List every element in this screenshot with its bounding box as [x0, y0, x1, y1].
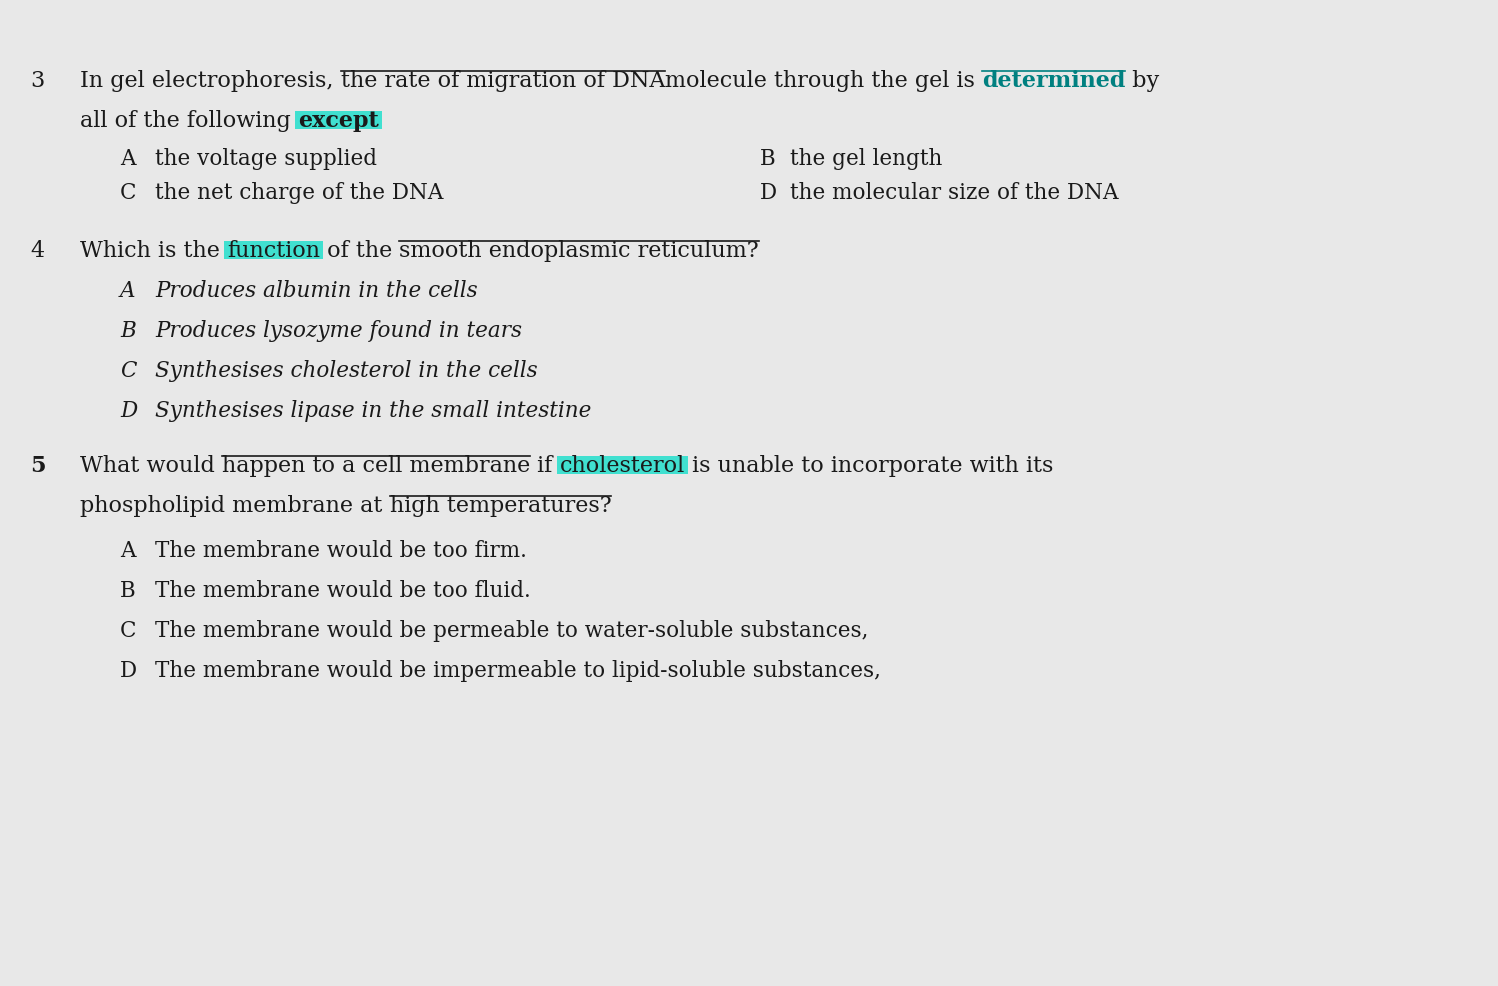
FancyBboxPatch shape — [295, 111, 382, 130]
Text: In gel electrophoresis,: In gel electrophoresis, — [79, 70, 340, 92]
Text: the molecular size of the DNA: the molecular size of the DNA — [789, 181, 1119, 204]
Text: C: C — [120, 619, 136, 641]
Text: Synthesises cholesterol in the cells: Synthesises cholesterol in the cells — [154, 360, 538, 382]
Text: A: A — [120, 539, 135, 561]
Text: The membrane would be impermeable to lipid-soluble substances,: The membrane would be impermeable to lip… — [154, 660, 881, 681]
FancyBboxPatch shape — [225, 242, 324, 259]
Text: except: except — [298, 109, 379, 132]
Text: The membrane would be too firm.: The membrane would be too firm. — [154, 539, 527, 561]
Text: high temperatures?: high temperatures? — [389, 495, 611, 517]
Text: A: A — [120, 148, 135, 170]
Text: B: B — [120, 319, 136, 342]
Text: Produces lysozyme found in tears: Produces lysozyme found in tears — [154, 319, 521, 342]
FancyBboxPatch shape — [557, 457, 688, 474]
Text: the gel length: the gel length — [789, 148, 942, 170]
Text: 5: 5 — [30, 455, 45, 476]
Text: the rate of migration of DNA: the rate of migration of DNA — [340, 70, 665, 92]
Text: What would: What would — [79, 455, 222, 476]
Text: Which is the: Which is the — [79, 240, 228, 261]
Text: D: D — [759, 181, 777, 204]
Text: of the: of the — [321, 240, 400, 261]
Text: happen to a cell membrane: happen to a cell membrane — [222, 455, 530, 476]
Text: is unable to incorporate with its: is unable to incorporate with its — [685, 455, 1053, 476]
Text: the net charge of the DNA: the net charge of the DNA — [154, 181, 443, 204]
Text: molecule through the gel is: molecule through the gel is — [665, 70, 983, 92]
Text: smooth endoplasmic reticulum?: smooth endoplasmic reticulum? — [400, 240, 759, 261]
Text: cholesterol: cholesterol — [560, 455, 685, 476]
Text: 4: 4 — [30, 240, 43, 261]
Text: B: B — [759, 148, 776, 170]
Text: 3: 3 — [30, 70, 45, 92]
Text: if: if — [530, 455, 560, 476]
Text: C: C — [120, 360, 136, 382]
Text: Synthesises lipase in the small intestine: Synthesises lipase in the small intestin… — [154, 399, 592, 422]
Text: by: by — [1125, 70, 1159, 92]
Text: phospholipid membrane at: phospholipid membrane at — [79, 495, 389, 517]
Text: C: C — [120, 181, 136, 204]
Text: D: D — [120, 660, 138, 681]
Text: B: B — [120, 580, 136, 601]
Text: D: D — [120, 399, 138, 422]
Text: determined: determined — [983, 70, 1125, 92]
Text: function: function — [228, 240, 321, 261]
Text: the voltage supplied: the voltage supplied — [154, 148, 377, 170]
Text: The membrane would be permeable to water-soluble substances,: The membrane would be permeable to water… — [154, 619, 869, 641]
Text: all of the following: all of the following — [79, 109, 298, 132]
Text: A: A — [120, 280, 135, 302]
Text: Produces albumin in the cells: Produces albumin in the cells — [154, 280, 478, 302]
Text: The membrane would be too fluid.: The membrane would be too fluid. — [154, 580, 530, 601]
